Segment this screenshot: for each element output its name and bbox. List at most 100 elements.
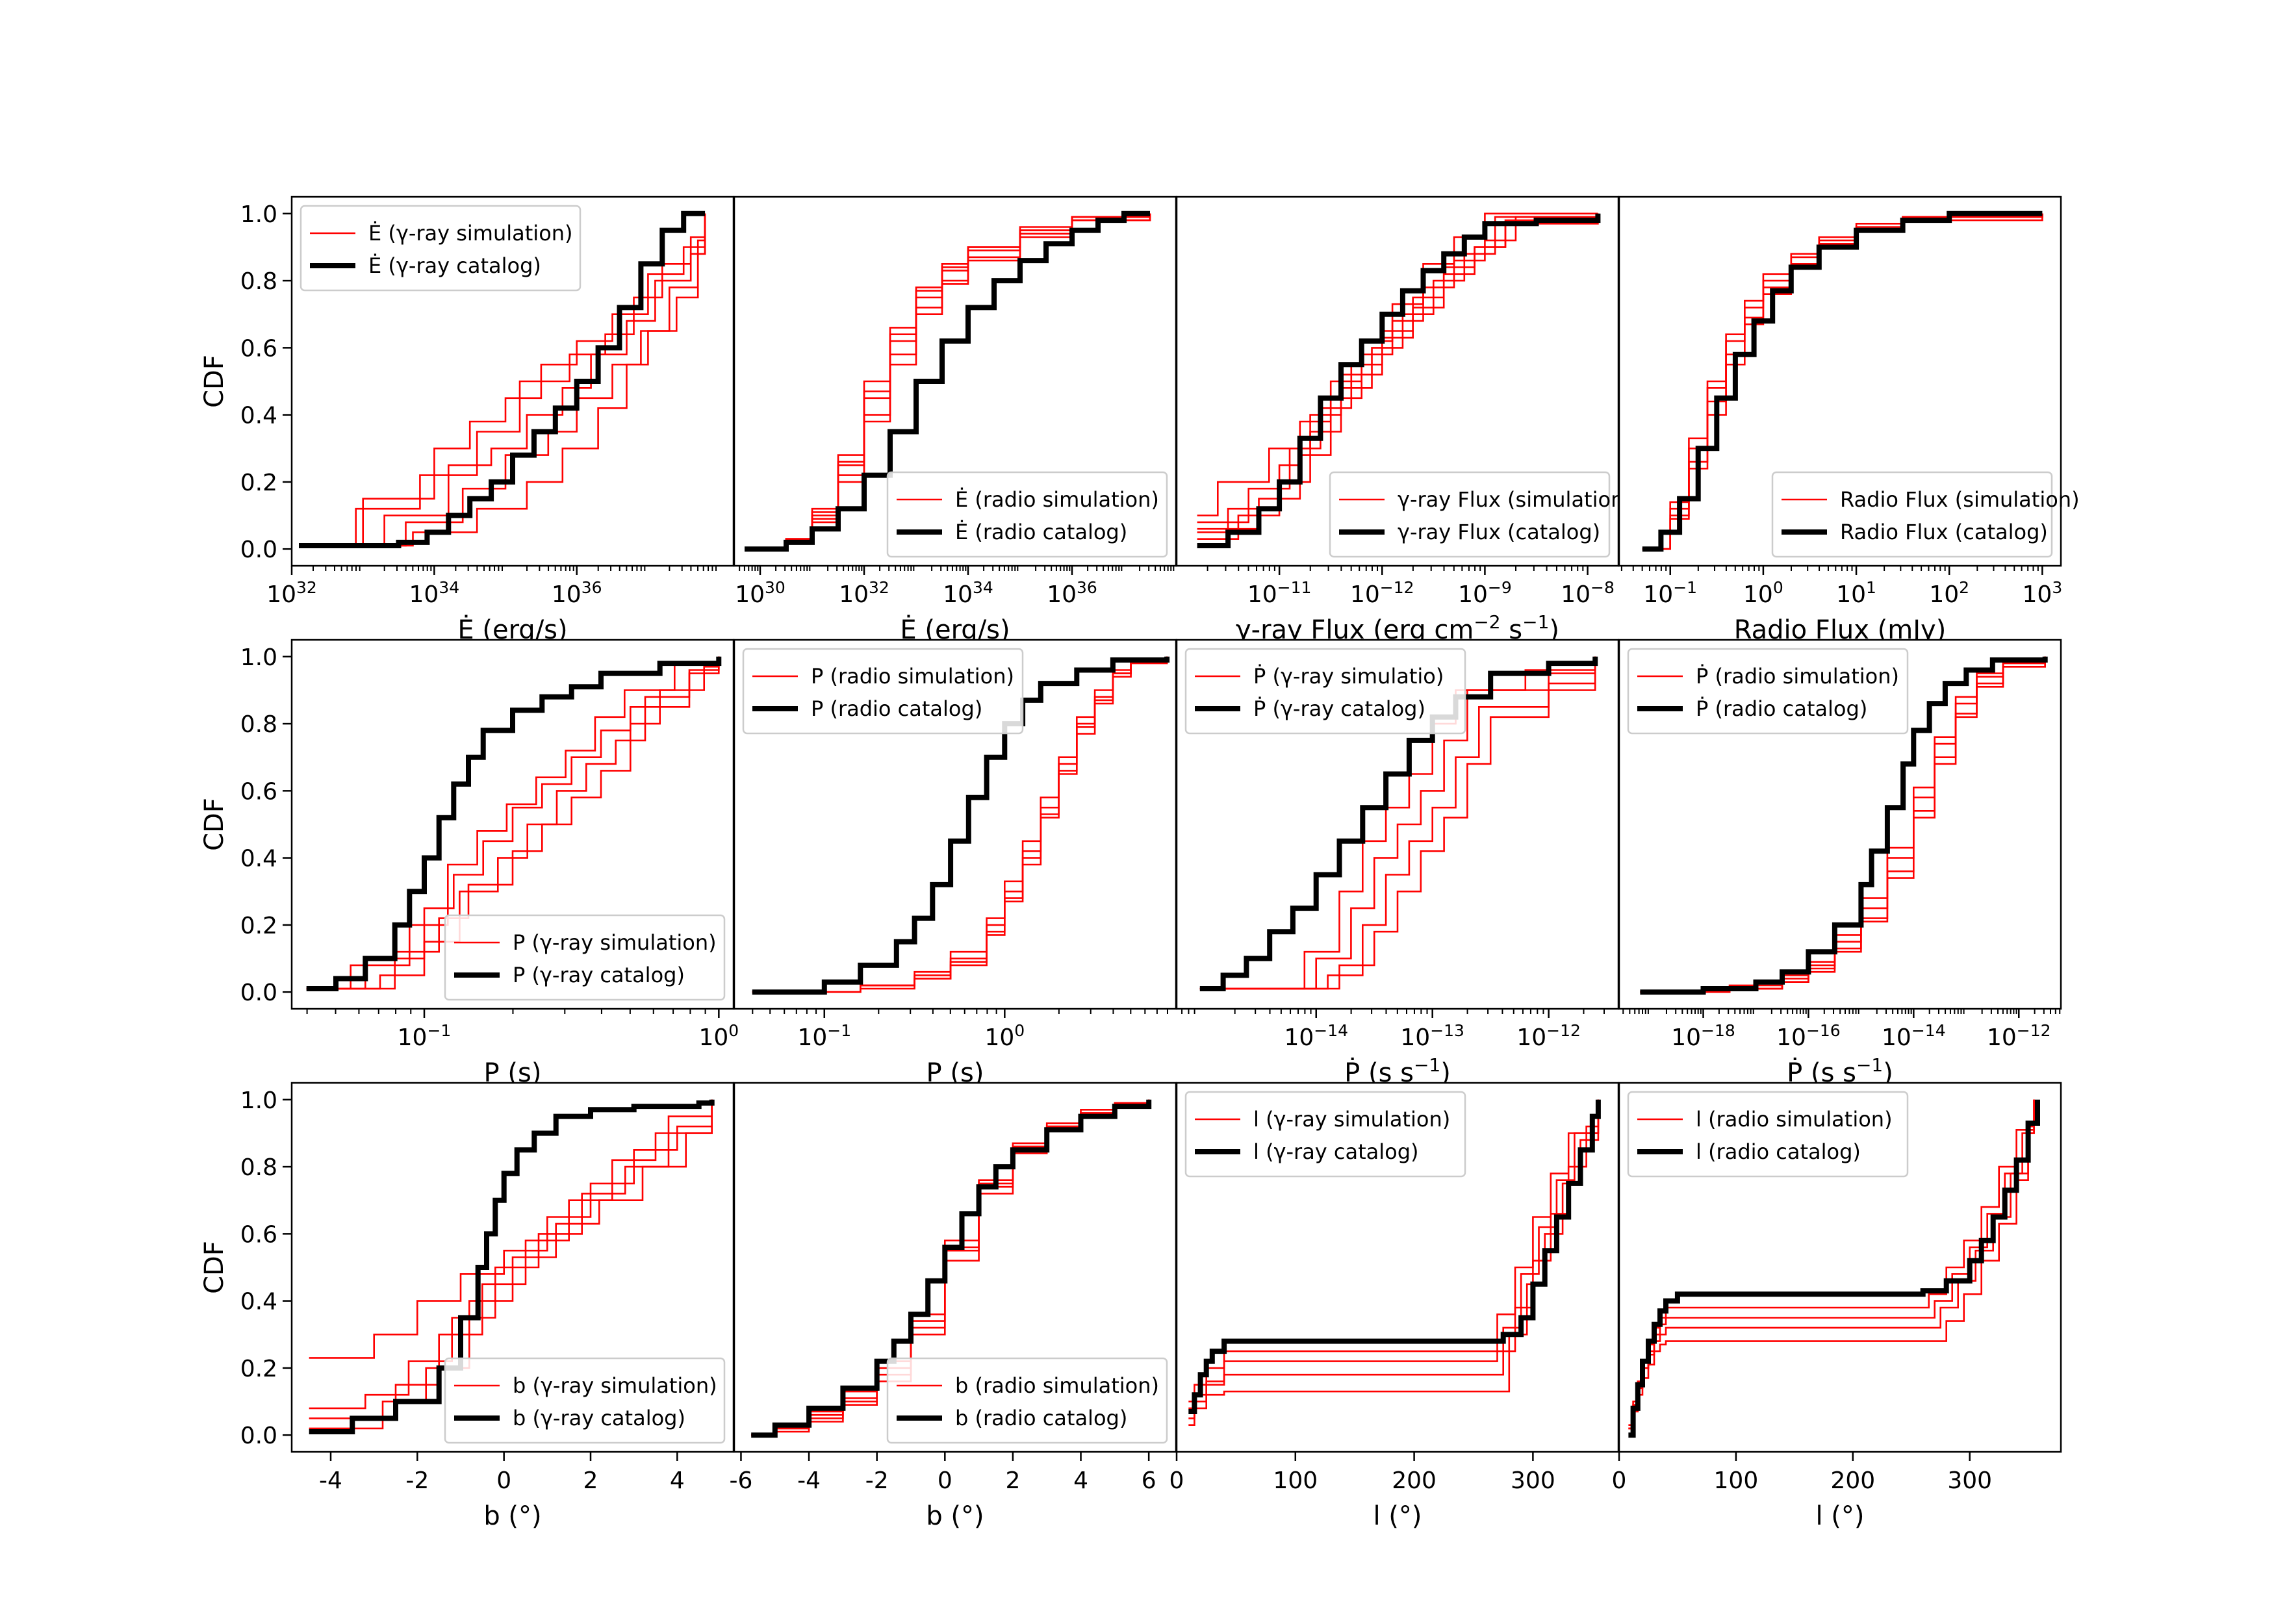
- x-tick-label: 100: [984, 1021, 1025, 1052]
- x-tick-label: 4: [670, 1467, 685, 1494]
- y-tick-label: 0.4: [240, 846, 277, 872]
- x-tick-label: 200: [1830, 1467, 1875, 1494]
- legend: γ-ray Flux (simulation) γ-ray Flux (catal…: [1329, 471, 1632, 558]
- x-tick-label: -2: [405, 1467, 429, 1494]
- panel-pdot-gamma: 10−14 10−13 10−12Ṗ (s s−1)Ṗ (γ-ray simulat…: [1175, 639, 1620, 1088]
- legend-entry: Ė (radio simulation): [955, 487, 1159, 512]
- legend: Ė (radio simulation) Ė (radio catalog): [886, 471, 1168, 558]
- y-tick-label: 0.2: [240, 470, 277, 496]
- legend-entry: l (γ-ray catalog): [1253, 1139, 1419, 1164]
- legend-entry: Ṗ (radio catalog): [1696, 696, 1867, 721]
- legend-entry: Radio Flux (catalog): [1840, 520, 2048, 544]
- x-tick-label: 1032: [839, 578, 889, 609]
- simulation-cdf-line: [299, 213, 706, 547]
- y-tick-label: 0.2: [240, 1356, 277, 1382]
- legend: Radio Flux (simulation) Radio Flux (catal…: [1771, 471, 2080, 558]
- x-tick-label: 1034: [409, 578, 460, 609]
- legend-entry: Radio Flux (simulation): [1840, 487, 2080, 512]
- simulation-cdf-line: [745, 213, 1151, 550]
- x-tick-label: 10−8: [1561, 578, 1615, 609]
- y-tick-label: 0.0: [240, 980, 277, 1006]
- x-tick-label: 200: [1392, 1467, 1437, 1494]
- series-group: [1628, 1099, 2040, 1438]
- x-tick-label: 2: [1005, 1467, 1020, 1494]
- legend: l (radio simulation) l (radio catalog): [1627, 1091, 1909, 1178]
- panel-pdot-radio: 10−18 10−16 10−14 10−12Ṗ (s s−1)Ṗ (radio si…: [1618, 639, 2062, 1088]
- legend-entry: l (γ-ray simulation): [1253, 1107, 1450, 1132]
- x-tick-label: 100: [698, 1021, 739, 1052]
- legend-entry: P (γ-ray simulation): [513, 930, 717, 955]
- legend: b (radio simulation) b (radio catalog): [886, 1357, 1168, 1444]
- legend-box: [1771, 471, 2053, 558]
- legend-entry: b (γ-ray simulation): [513, 1373, 717, 1398]
- x-tick-label: -4: [319, 1467, 342, 1494]
- legend-entry: Ṗ (radio simulation): [1696, 664, 1899, 689]
- catalog-cdf-line: [1642, 210, 2043, 552]
- x-tick-label: 1030: [735, 578, 786, 609]
- legend: P (radio simulation) P (radio catalog): [742, 648, 1024, 735]
- series-group: [299, 210, 706, 548]
- legend-box: [886, 471, 1168, 558]
- simulation-cdf-line: [1199, 656, 1596, 990]
- y-tick-label: 1.0: [240, 201, 277, 228]
- axes-frame: [1618, 196, 2062, 567]
- x-tick-label: 1036: [552, 578, 602, 609]
- x-tick-label: 100: [1743, 578, 1783, 609]
- x-axis-label: l (°): [1373, 1501, 1422, 1531]
- legend-entry: P (γ-ray catalog): [513, 963, 685, 987]
- catalog-cdf-line: [299, 210, 706, 548]
- y-tick-label: 0.0: [240, 1423, 277, 1449]
- series-group: [1197, 212, 1601, 548]
- legend: Ė (γ-ray simulation) Ė (γ-ray catalog): [300, 205, 581, 292]
- y-tick-label: 0.8: [240, 711, 277, 738]
- x-tick-label: 0: [1169, 1467, 1184, 1494]
- legend-entry: γ-ray Flux (simulation): [1398, 487, 1632, 512]
- legend-entry: b (radio simulation): [955, 1373, 1159, 1398]
- legend-box: [886, 1357, 1168, 1444]
- simulation-cdf-line: [1199, 656, 1596, 990]
- legend-box: [1184, 648, 1466, 735]
- legend-entry: b (radio catalog): [955, 1406, 1127, 1430]
- legend-entry: Ṗ (γ-ray simulatio): [1253, 664, 1444, 689]
- series-group: [1640, 656, 2048, 995]
- x-tick-label: 101: [1836, 578, 1876, 609]
- x-tick-label: 4: [1073, 1467, 1088, 1494]
- legend-box: [1184, 1091, 1466, 1178]
- x-tick-label: 10−14: [1882, 1021, 1946, 1052]
- y-tick-label: 0.8: [240, 1154, 277, 1181]
- x-tick-label: 103: [2023, 578, 2063, 609]
- legend-entry: l (radio simulation): [1696, 1107, 1893, 1132]
- y-tick-label: 0.6: [240, 778, 277, 805]
- catalog-cdf-line: [306, 656, 722, 991]
- x-tick-label: 300: [1947, 1467, 1992, 1494]
- x-tick-label: 0: [1612, 1467, 1627, 1494]
- series-group: [745, 210, 1151, 552]
- catalog-cdf-line: [751, 1099, 1152, 1438]
- x-axis-label: b (°): [926, 1501, 984, 1531]
- panel-b-radio: -6 -4 -2 0 2 4 6b (°)b (radio simulation)b (ra…: [730, 1082, 1177, 1531]
- catalog-cdf-line: [1628, 1099, 2040, 1438]
- x-tick-label: 10−1: [797, 1021, 851, 1052]
- catalog-cdf-line: [1640, 656, 2048, 995]
- x-tick-label: 10−1: [1643, 578, 1697, 609]
- series-group: [1642, 210, 2043, 552]
- x-tick-label: 300: [1511, 1467, 1555, 1494]
- catalog-cdf-line: [752, 656, 1170, 995]
- y-tick-label: 0.0: [240, 537, 277, 563]
- x-tick-label: 102: [1929, 578, 1969, 609]
- x-tick-label: 10−13: [1400, 1021, 1464, 1052]
- legend: Ṗ (radio simulation) Ṗ (radio catalog): [1627, 648, 1909, 735]
- legend-box: [444, 1357, 726, 1444]
- legend-entry: P (radio simulation): [811, 664, 1014, 689]
- x-tick-label: 10−12: [1516, 1021, 1581, 1052]
- x-tick-label: 10−12: [1987, 1021, 2051, 1052]
- legend: Ṗ (γ-ray simulatio) Ṗ (γ-ray catalog): [1184, 648, 1466, 735]
- x-tick-label: 1034: [943, 578, 993, 609]
- x-tick-label: 6: [1142, 1467, 1156, 1494]
